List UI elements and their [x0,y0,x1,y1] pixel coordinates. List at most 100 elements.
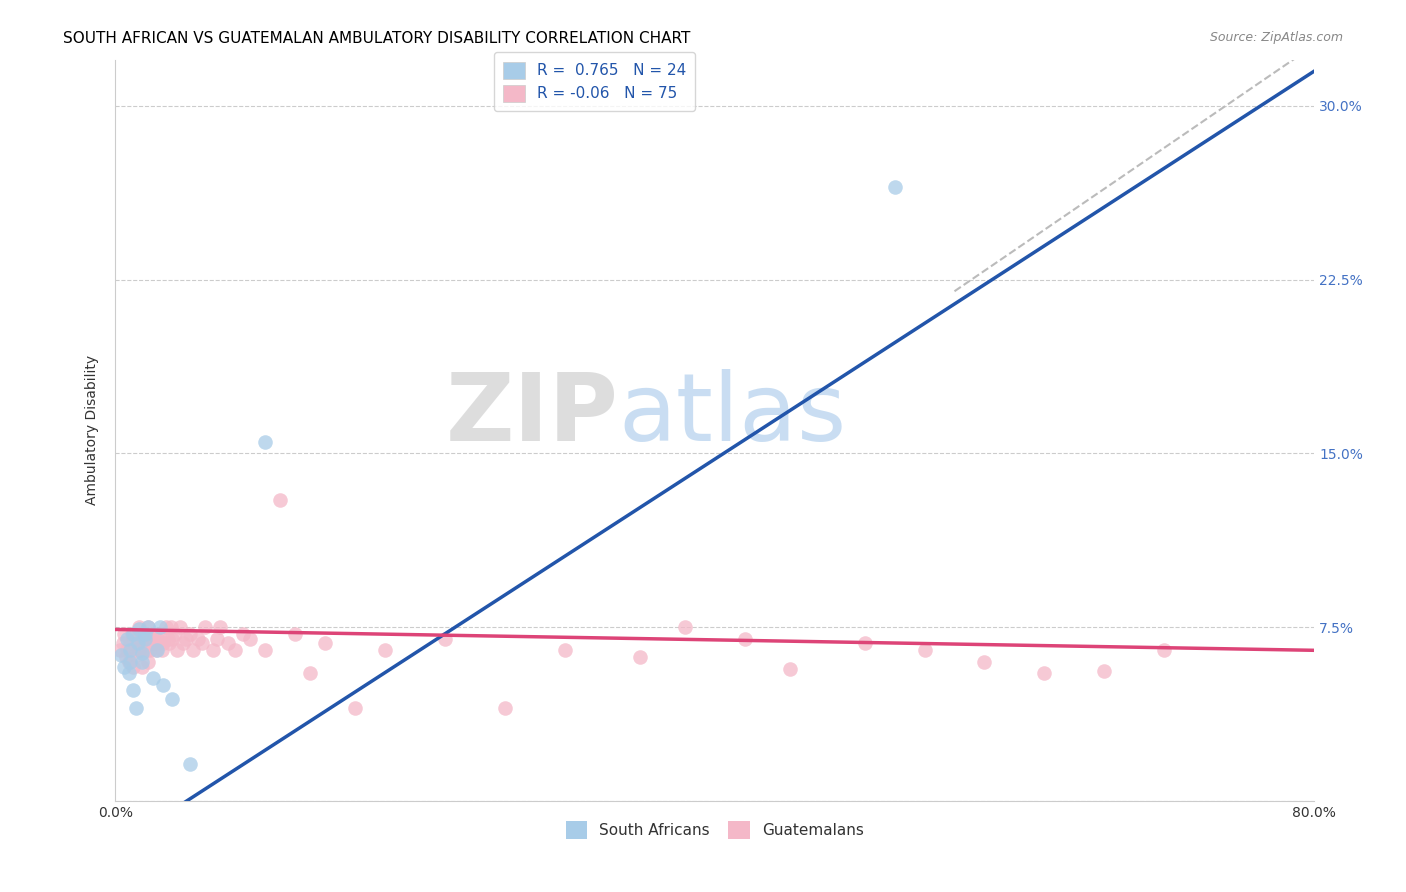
Point [111,636,134,650]
Point [628,650,651,665]
Point [217,636,239,650]
Point [122,627,145,641]
Point [136,620,159,634]
Point [1092,664,1115,678]
Point [181,643,204,657]
Point [239,632,262,646]
Point [117,632,139,646]
Point [146,643,169,657]
Point [734,632,756,646]
Point [120,655,142,669]
Point [136,655,159,669]
Point [143,627,166,641]
Point [254,434,277,449]
Point [1153,643,1175,657]
Point [120,636,142,650]
Point [179,627,201,641]
Point [232,627,254,641]
Point [157,636,180,650]
Point [284,627,307,641]
Point [136,620,159,634]
Point [121,627,143,641]
Point [118,666,141,681]
Text: SOUTH AFRICAN VS GUATEMALAN AMBULATORY DISABILITY CORRELATION CHART: SOUTH AFRICAN VS GUATEMALAN AMBULATORY D… [63,31,690,46]
Point [883,180,905,194]
Point [131,655,153,669]
Point [269,492,291,507]
Point [112,659,135,673]
Point [146,632,169,646]
Point [344,701,367,715]
Point [165,627,187,641]
Point [201,643,224,657]
Point [152,678,174,692]
Point [129,636,152,650]
Point [160,632,183,646]
Point [209,620,232,634]
Point [205,632,228,646]
Point [128,643,150,657]
Point [127,627,149,641]
Point [134,627,156,641]
Point [122,682,145,697]
Point [127,636,149,650]
Text: Source: ZipAtlas.com: Source: ZipAtlas.com [1209,31,1343,45]
Point [160,692,183,706]
Point [155,620,177,634]
Point [128,620,150,634]
Point [779,662,801,676]
Point [142,636,165,650]
Point [124,643,146,657]
Point [131,659,153,673]
Text: atlas: atlas [619,369,846,461]
Point [169,620,191,634]
Point [191,636,214,650]
Point [853,636,876,650]
Point [114,650,136,665]
Point [194,620,217,634]
Point [139,643,162,657]
Text: ZIP: ZIP [446,369,619,461]
Point [135,643,157,657]
Point [117,643,139,657]
Point [148,636,170,650]
Point [224,643,246,657]
Point [179,756,201,771]
Point [494,701,516,715]
Point [110,648,132,662]
Point [299,666,322,681]
Point [125,701,148,715]
Point [125,632,148,646]
Point [159,620,181,634]
Point [150,643,173,657]
Point [112,627,135,641]
Point [914,643,936,657]
Point [166,643,188,657]
Point [156,632,179,646]
Point [141,632,163,646]
Point [131,643,153,657]
Point [374,643,396,657]
Point [433,632,456,646]
Point [134,627,156,641]
Point [131,646,153,660]
Point [973,655,995,669]
Point [149,620,172,634]
Point [149,627,172,641]
Point [142,671,165,685]
Point [120,643,142,657]
Point [145,643,167,657]
Point [673,620,696,634]
Point [108,643,131,657]
Point [174,632,197,646]
Point [134,632,156,646]
Y-axis label: Ambulatory Disability: Ambulatory Disability [86,355,100,505]
Point [125,648,148,662]
Point [1033,666,1056,681]
Legend: South Africans, Guatemalans: South Africans, Guatemalans [560,815,870,845]
Point [122,659,145,673]
Point [187,632,209,646]
Point [132,632,155,646]
Point [152,636,174,650]
Point [314,636,336,650]
